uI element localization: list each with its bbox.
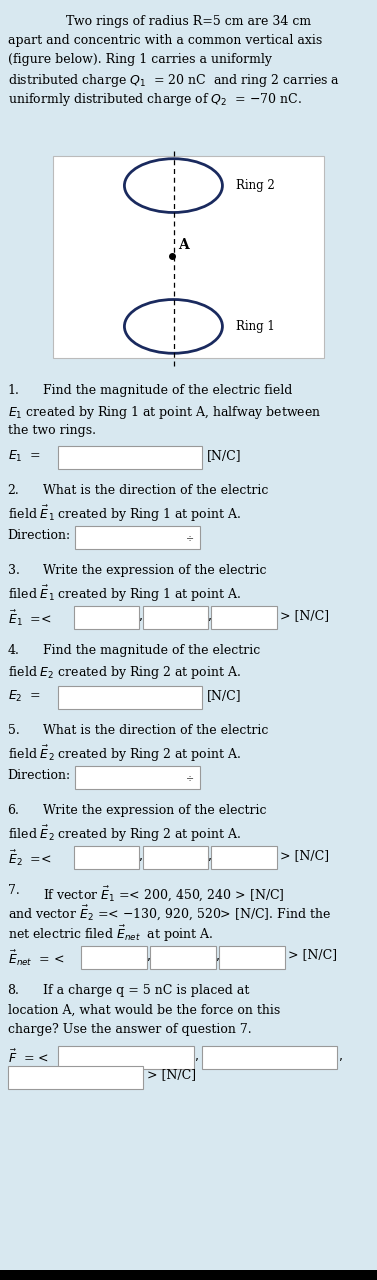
Text: ,: ,	[208, 850, 212, 863]
Text: If a charge q = 5 nC is placed at: If a charge q = 5 nC is placed at	[43, 983, 250, 997]
FancyBboxPatch shape	[58, 1046, 194, 1069]
Text: ,: ,	[216, 950, 219, 963]
Text: What is the direction of the electric: What is the direction of the electric	[43, 723, 269, 737]
Text: Write the expression of the electric: Write the expression of the electric	[43, 804, 267, 817]
Text: ,: ,	[195, 1050, 199, 1062]
Text: ÷: ÷	[186, 532, 195, 543]
Text: field $\vec{E}_2$ created by Ring 2 at point A.: field $\vec{E}_2$ created by Ring 2 at p…	[8, 744, 241, 764]
Text: ÷: ÷	[186, 773, 195, 782]
Text: $E_2$  =: $E_2$ =	[8, 689, 41, 704]
Text: $E_1$  =: $E_1$ =	[8, 448, 41, 463]
FancyBboxPatch shape	[53, 156, 324, 358]
Text: Find the magnitude of the electric field: Find the magnitude of the electric field	[43, 384, 293, 397]
Text: charge? Use the answer of question 7.: charge? Use the answer of question 7.	[8, 1023, 251, 1037]
FancyBboxPatch shape	[211, 605, 277, 628]
Text: If vector $\vec{E}_1$ =< 200, 450, 240 > [N/C]: If vector $\vec{E}_1$ =< 200, 450, 240 >…	[43, 883, 285, 902]
FancyBboxPatch shape	[58, 445, 202, 468]
Text: Direction:: Direction:	[8, 768, 70, 782]
FancyBboxPatch shape	[75, 765, 200, 788]
FancyBboxPatch shape	[143, 605, 208, 628]
Text: filed $\vec{E}_2$ created by Ring 2 at point A.: filed $\vec{E}_2$ created by Ring 2 at p…	[8, 823, 241, 844]
FancyBboxPatch shape	[74, 846, 139, 869]
Text: What is the direction of the electric: What is the direction of the electric	[43, 484, 269, 497]
Text: Write the expression of the electric: Write the expression of the electric	[43, 563, 267, 577]
Text: 7.: 7.	[8, 883, 19, 897]
Text: > [N/C]: > [N/C]	[280, 608, 329, 622]
Text: apart and concentric with a common vertical axis: apart and concentric with a common verti…	[8, 35, 322, 47]
Text: $\vec{E}_1$  =<: $\vec{E}_1$ =<	[8, 608, 51, 628]
Text: > [N/C]: > [N/C]	[288, 948, 337, 961]
FancyBboxPatch shape	[219, 946, 285, 969]
Text: ,: ,	[147, 950, 150, 963]
Text: [N/C]: [N/C]	[207, 689, 242, 701]
Text: $\vec{E}_{net}$  = <: $\vec{E}_{net}$ = <	[8, 948, 64, 968]
Text: A: A	[178, 238, 189, 252]
FancyBboxPatch shape	[74, 605, 139, 628]
Text: ,: ,	[339, 1050, 343, 1062]
Text: filed $\vec{E}_1$ created by Ring 1 at point A.: filed $\vec{E}_1$ created by Ring 1 at p…	[8, 584, 241, 604]
FancyBboxPatch shape	[150, 946, 216, 969]
FancyBboxPatch shape	[211, 846, 277, 869]
FancyBboxPatch shape	[202, 1046, 337, 1069]
Text: the two rings.: the two rings.	[8, 424, 95, 436]
Text: Find the magnitude of the electric: Find the magnitude of the electric	[43, 644, 261, 657]
Text: net electric filed $\vec{E}_{net}$  at point A.: net electric filed $\vec{E}_{net}$ at po…	[8, 923, 213, 943]
Text: $\vec{F}$  = <: $\vec{F}$ = <	[8, 1048, 48, 1065]
Text: location A, what would be the force on this: location A, what would be the force on t…	[8, 1004, 280, 1016]
Text: 6.: 6.	[8, 804, 19, 817]
FancyBboxPatch shape	[75, 526, 200, 549]
FancyBboxPatch shape	[0, 1270, 377, 1280]
Text: 4.: 4.	[8, 644, 19, 657]
Text: Two rings of radius R=5 cm are 34 cm: Two rings of radius R=5 cm are 34 cm	[66, 15, 311, 28]
Text: $\vec{E}_2$  =<: $\vec{E}_2$ =<	[8, 849, 51, 868]
Text: Ring 1: Ring 1	[236, 320, 274, 333]
Text: 5.: 5.	[8, 723, 19, 737]
FancyBboxPatch shape	[58, 686, 202, 709]
FancyBboxPatch shape	[143, 846, 208, 869]
Text: 8.: 8.	[8, 983, 19, 997]
Text: ,: ,	[208, 609, 212, 623]
Text: field $\vec{E}_1$ created by Ring 1 at point A.: field $\vec{E}_1$ created by Ring 1 at p…	[8, 503, 241, 524]
Text: $E_1$ created by Ring 1 at point A, halfway between: $E_1$ created by Ring 1 at point A, half…	[8, 404, 321, 421]
Text: > [N/C]: > [N/C]	[280, 849, 329, 861]
Text: field $E_2$ created by Ring 2 at point A.: field $E_2$ created by Ring 2 at point A…	[8, 663, 241, 681]
Text: (figure below). Ring 1 carries a uniformly: (figure below). Ring 1 carries a uniform…	[8, 54, 271, 67]
Text: [N/C]: [N/C]	[207, 448, 242, 462]
Text: and vector $\vec{E}_2$ =< −130, 920, 520> [N/C]. Find the: and vector $\vec{E}_2$ =< −130, 920, 520…	[8, 904, 331, 923]
Text: Direction:: Direction:	[8, 529, 70, 541]
Text: ,: ,	[139, 850, 143, 863]
Text: 1.: 1.	[8, 384, 19, 397]
Text: 3.: 3.	[8, 563, 19, 577]
Text: ,: ,	[139, 609, 143, 623]
Text: uniformly distributed charge of $Q_2$  = $-$70 nC.: uniformly distributed charge of $Q_2$ = …	[8, 91, 301, 108]
Text: Ring 2: Ring 2	[236, 179, 274, 192]
Text: distributed charge $Q_1$  = 20 nC  and ring 2 carries a: distributed charge $Q_1$ = 20 nC and rin…	[8, 72, 340, 90]
Text: > [N/C]: > [N/C]	[147, 1068, 196, 1082]
FancyBboxPatch shape	[8, 1065, 143, 1088]
FancyBboxPatch shape	[81, 946, 147, 969]
Text: 2.: 2.	[8, 484, 19, 497]
